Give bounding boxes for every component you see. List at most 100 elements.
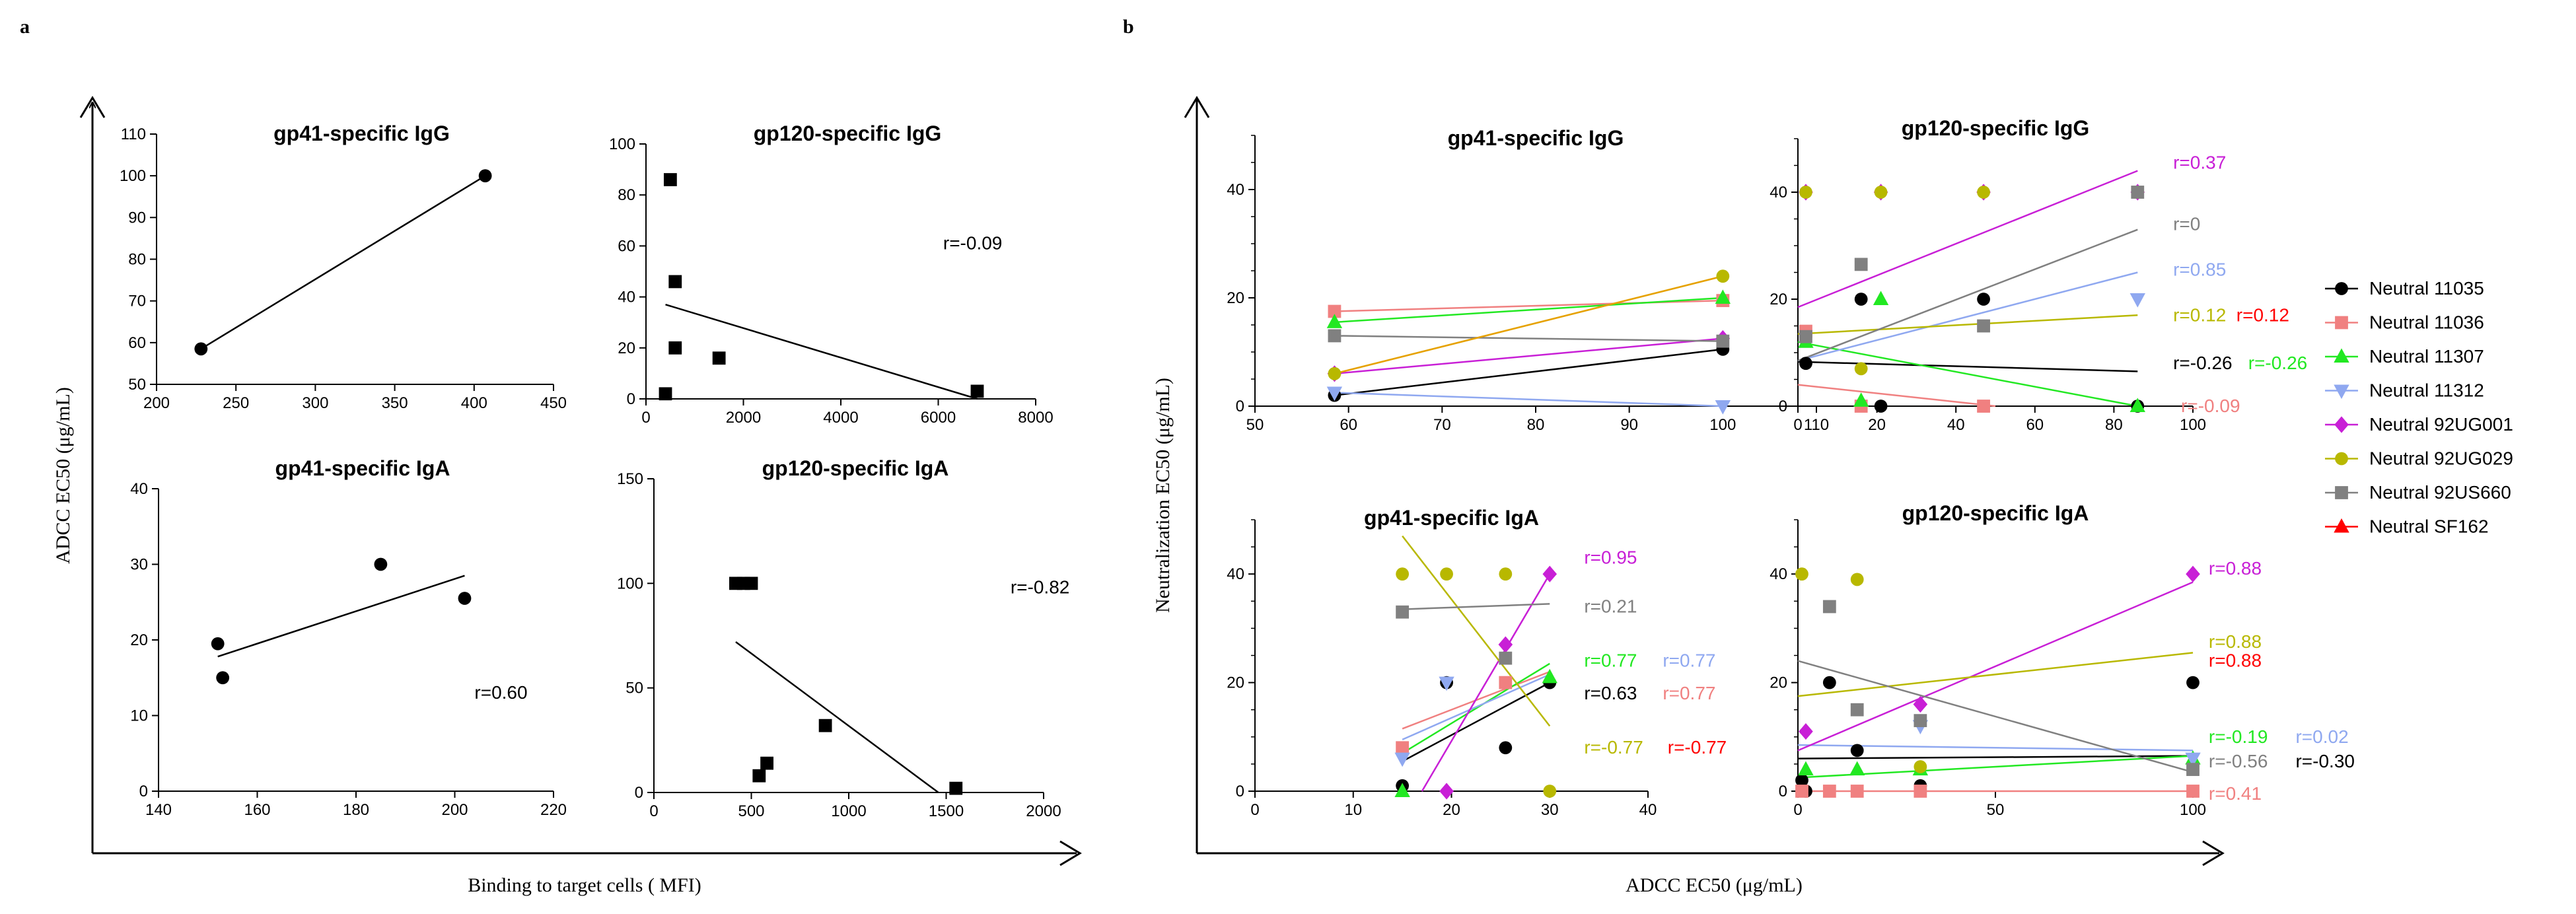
chart-title: gp41-specific IgG	[273, 122, 450, 145]
panel-b-outer-axes	[1184, 96, 2225, 866]
data-point-neutral-92ug029	[1499, 567, 1513, 581]
y-tick-label: 20	[130, 631, 148, 649]
r-annotation: r=0.12	[2236, 304, 2289, 325]
data-point-neutral-11036	[1822, 785, 1836, 798]
x-tick-label: 4000	[823, 409, 858, 427]
data-point-neutral-92us660	[1499, 651, 1513, 665]
panel-a-x-title: Binding to target cells ( MFI)	[468, 874, 701, 896]
y-tick-label: 80	[618, 186, 635, 204]
legend-marker	[2335, 452, 2348, 466]
chart-a-gp41-iga: gp41-specific IgA 0 10 20 30 40 140 160 180 200 22…	[130, 456, 567, 819]
y-tick-label: 0	[1236, 783, 1244, 800]
y-tick-label: 0	[139, 783, 148, 800]
data-point-data	[211, 637, 225, 650]
fit-line-data	[200, 175, 486, 350]
y-tick-label: 40	[1770, 565, 1787, 583]
x-tick-label: 300	[302, 394, 328, 412]
y-tick-label: 0	[1779, 398, 1787, 415]
series-line-neutral-11035	[1334, 348, 1723, 396]
y-tick-label: 40	[1770, 184, 1787, 201]
x-tick-label: 2000	[726, 409, 761, 427]
chart-title: gp120-specific IgG	[754, 122, 942, 145]
x-tick-label: 0	[1793, 416, 1802, 434]
series-line-neutral-92us660	[1334, 335, 1723, 342]
x-tick-label: 8000	[1018, 409, 1053, 427]
legend-marker	[2335, 486, 2348, 499]
panel-a-y-title: ADCC EC50 (μg/mL)	[52, 387, 74, 564]
r-annotation: r=0.77	[1663, 650, 1715, 671]
data-point-neutral-11312	[2129, 293, 2145, 308]
y-tick-label: 20	[1770, 291, 1787, 308]
x-tick-label: 50	[1246, 416, 1264, 434]
x-tick-label: 100	[1709, 416, 1736, 434]
data-point-neutral-92us660	[1799, 330, 1812, 343]
x-tick-label: 70	[1433, 416, 1451, 434]
r-annotation: r=-0.09	[943, 233, 1003, 254]
chart-title: gp120-specific IgG	[1902, 116, 2090, 140]
fit-line-neutral-11312	[1402, 674, 1550, 741]
data-point-data	[712, 351, 726, 365]
legend-label: Neutral 92US660	[2369, 482, 2511, 503]
x-tick-label: 100	[2180, 801, 2206, 819]
data-point-neutral-11307	[1798, 761, 1814, 776]
data-point-data	[668, 341, 682, 355]
r-annotation: r=0.41	[2209, 783, 2262, 804]
r-annotation: r=0.12	[2173, 304, 2226, 325]
fit-line-neutral-11312	[1797, 271, 2138, 362]
legend-item-neutral-sf162: Neutral SF162	[2325, 516, 2489, 537]
data-point-neutral-92ug029	[1799, 186, 1812, 199]
data-point-neutral-11035	[1799, 357, 1812, 370]
x-tick-label: 0	[649, 802, 658, 820]
data-point-neutral-92ug029	[1977, 186, 1990, 199]
y-tick-label: 0	[627, 390, 635, 408]
data-point-neutral-11312	[1394, 752, 1410, 767]
data-point-neutral-11307	[1853, 392, 1869, 407]
r-annotation: r=0.21	[1584, 596, 1637, 617]
legend-marker	[2334, 518, 2349, 533]
y-tick-label: 50	[626, 680, 643, 697]
r-annotation: r=0.95	[1584, 547, 1637, 568]
panel-b-x-arrowhead	[2202, 840, 2225, 866]
y-tick-label: 80	[128, 251, 146, 269]
x-tick-label: 200	[441, 801, 468, 819]
data-point-neutral-11035	[1874, 400, 1888, 413]
legend-item-neutral-11036: Neutral 11036	[2325, 312, 2484, 333]
x-tick-label: 90	[1620, 416, 1638, 434]
data-point-neutral-11036	[2186, 785, 2200, 798]
r-annotation: r=0.85	[2173, 259, 2226, 279]
legend-item-neutral-11035: Neutral 11035	[2325, 278, 2484, 299]
data-point-neutral-92ug029	[1854, 362, 1868, 376]
fit-line-neutral-11035	[1797, 361, 2138, 372]
x-tick-label: 0	[1793, 801, 1802, 819]
r-annotation: r=0.77	[1663, 683, 1715, 703]
fit-line-neutral-92ug029	[1797, 652, 2194, 697]
chart-title: gp41-specific IgA	[275, 456, 450, 480]
x-tick-label: 6000	[921, 409, 956, 427]
r-annotation: r=-0.77	[1584, 737, 1643, 757]
data-point-neutral-92ug029	[1850, 573, 1864, 586]
data-point-neutral-92ug001	[1498, 636, 1513, 653]
legend-item-neutral-11307: Neutral 11307	[2325, 346, 2484, 367]
data-point-neutral-92us660	[1822, 600, 1836, 614]
data-point-data	[818, 719, 832, 732]
r-annotation: r=-0.56	[2209, 751, 2268, 771]
series-line-neutral-11312	[1334, 392, 1723, 407]
x-tick-label: 0	[1250, 801, 1259, 819]
x-tick-label: 160	[244, 801, 270, 819]
data-point-data	[752, 769, 766, 783]
y-tick-label: 0	[1236, 398, 1244, 415]
data-point-neutral-92ug029	[1328, 367, 1342, 380]
r-annotation: r=0.37	[2173, 152, 2226, 172]
r-annotation: r=-0.19	[2209, 726, 2268, 747]
data-point-data	[478, 169, 492, 183]
legend-marker	[2335, 316, 2348, 330]
data-point-neutral-92us660	[1977, 319, 1990, 333]
data-point-neutral-11036	[1914, 785, 1927, 798]
fit-line-neutral-11307	[1797, 341, 2138, 407]
data-point-neutral-11035	[1850, 744, 1864, 757]
x-tick-label: 1000	[831, 802, 866, 820]
data-point-data	[663, 173, 677, 186]
x-tick-label: 250	[223, 394, 249, 412]
data-point-neutral-92us660	[1854, 258, 1868, 271]
